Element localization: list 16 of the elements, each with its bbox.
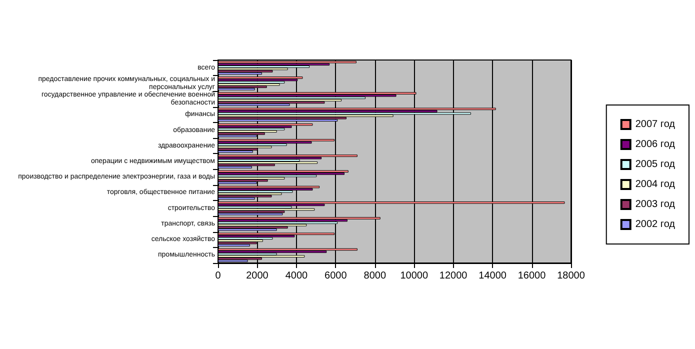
x-tick-label: 16000	[518, 270, 546, 282]
x-tick-label: 0	[215, 270, 222, 282]
x-tick-label: 12000	[439, 270, 468, 282]
x-tick-label: 18000	[557, 270, 586, 282]
x-tick-label: 4000	[285, 270, 308, 282]
legend-label: 2005 год	[635, 159, 676, 170]
x-tick-label: 8000	[364, 270, 386, 282]
legend-label: 2007 год	[635, 119, 676, 130]
x-tick-label: 14000	[478, 270, 507, 282]
legend-label: 2004 год	[635, 179, 676, 190]
x-tick-label: 2000	[246, 270, 269, 282]
x-tick-label: 10000	[400, 270, 428, 282]
legend-label: 2006 год	[635, 139, 676, 150]
x-tick-label: 6000	[324, 270, 348, 282]
legend-label: 2002 год	[635, 219, 676, 230]
legend-label: 2003 год	[635, 199, 676, 210]
